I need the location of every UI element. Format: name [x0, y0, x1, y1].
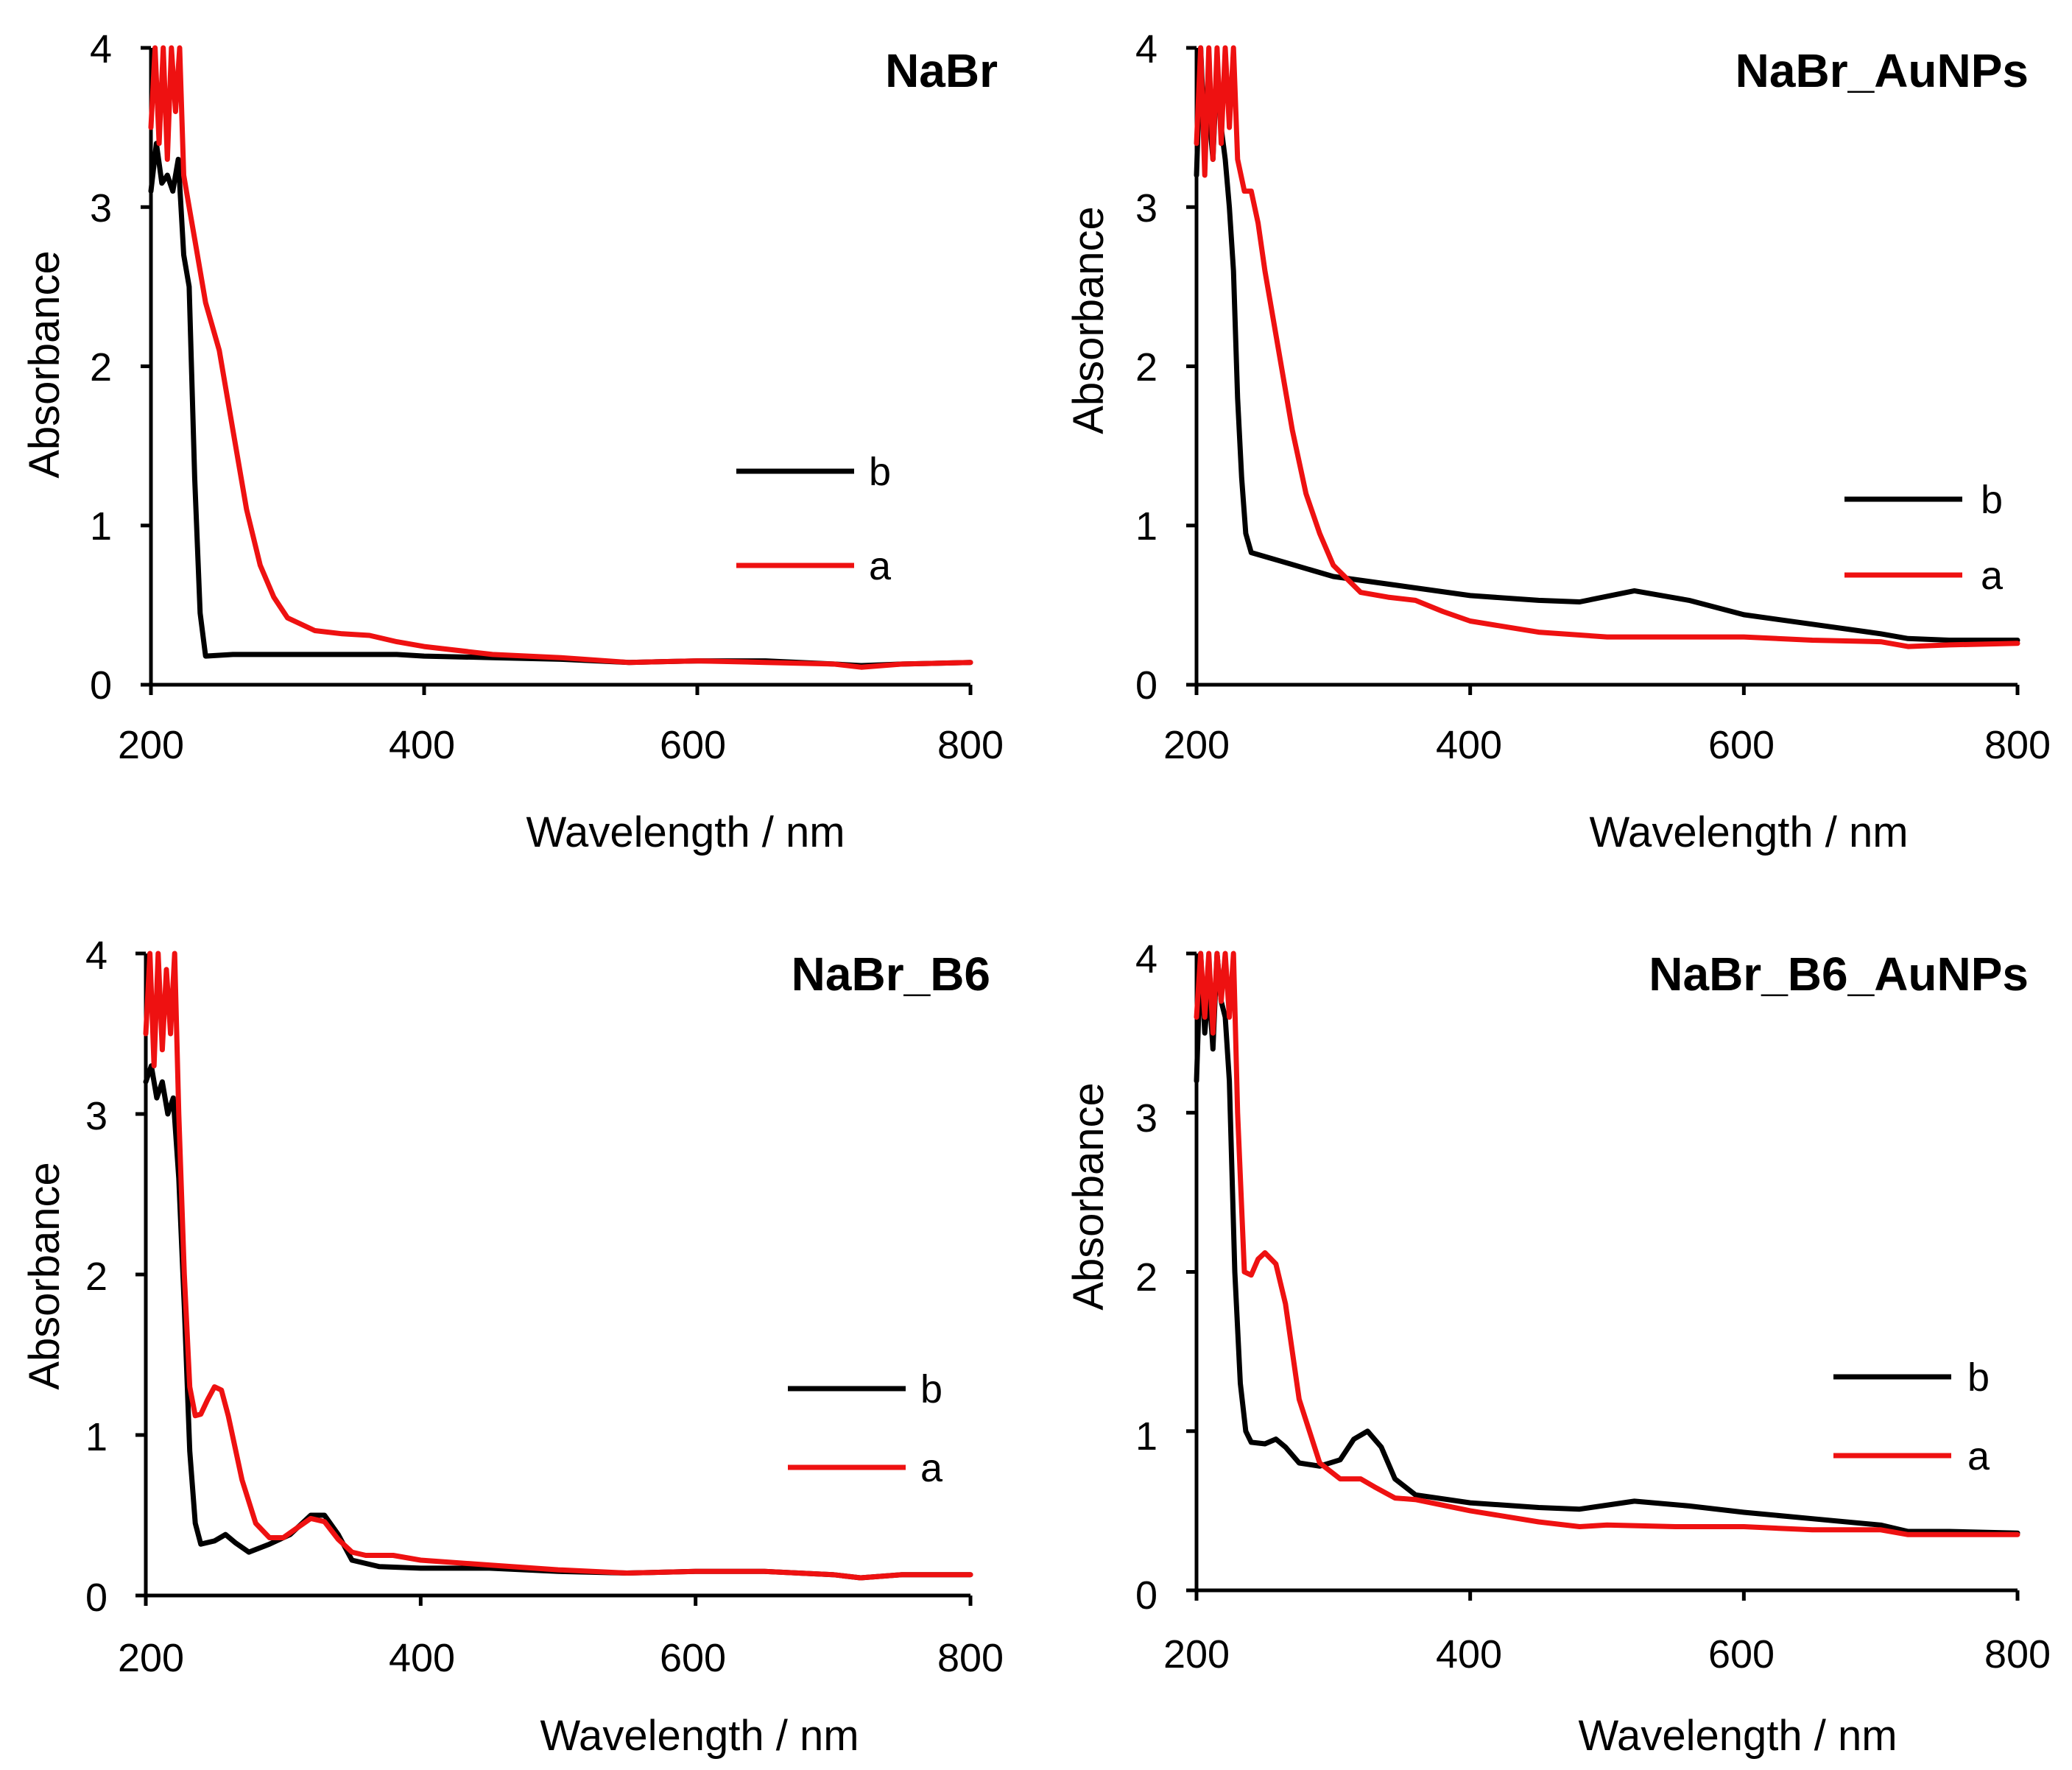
x-tick-label-3: 800: [937, 723, 1004, 767]
y-tick-label-2: 2: [85, 1255, 108, 1299]
series-line-a: [143, 951, 973, 1581]
x-tick-label-3: 800: [937, 1636, 1004, 1680]
y-tick-label-0: 0: [1135, 1573, 1157, 1618]
x-axis-label: Wavelength / nm: [1589, 808, 1908, 856]
x-tick-label-0: 200: [118, 1636, 184, 1680]
y-axis-label: Absorbance: [21, 1162, 68, 1390]
x-tick-label-1: 400: [389, 1636, 455, 1680]
legend-label-b: b: [1967, 1355, 1990, 1400]
y-axis-label: Absorbance: [1065, 1082, 1113, 1311]
series-group: [1194, 951, 2020, 1537]
x-tick-label-1: 400: [1436, 723, 1502, 767]
panel-title: NaBr: [885, 44, 998, 97]
legend-label-a: a: [1981, 554, 2004, 598]
panel-title: NaBr_B6_AuNPs: [1649, 948, 2029, 1001]
panel-title: NaBr_B6: [792, 948, 990, 1001]
axes: [141, 46, 973, 695]
y-tick-label-1: 1: [90, 504, 112, 549]
legend: b a: [1844, 478, 2004, 598]
series-line-a: [148, 45, 973, 670]
legend-label-b: b: [1981, 478, 2003, 522]
y-axis-label: Absorbance: [21, 250, 68, 479]
x-tick-label-3: 800: [1984, 1632, 2051, 1676]
x-tick-label-1: 400: [1436, 1632, 1502, 1676]
x-tick-label-2: 600: [1708, 1632, 1775, 1676]
y-tick-label-2: 2: [1135, 345, 1157, 389]
series-group: [1194, 45, 2020, 649]
x-tick-label-3: 800: [1984, 723, 2051, 767]
y-tick-label-3: 3: [1135, 1096, 1157, 1140]
axes: [135, 951, 973, 1606]
legend: b a: [736, 450, 892, 588]
x-tick-label-1: 400: [389, 723, 455, 767]
legend-label-b: b: [869, 450, 891, 494]
y-tick-label-3: 3: [90, 186, 112, 230]
y-tick-label-1: 1: [1135, 504, 1157, 549]
series-group: [143, 951, 973, 1581]
legend-label-a: a: [920, 1446, 943, 1490]
x-axis-label: Wavelength / nm: [540, 1712, 859, 1760]
x-axis-label: Wavelength / nm: [1578, 1712, 1897, 1760]
y-tick-label-4: 4: [1135, 937, 1157, 981]
y-tick-label-1: 1: [85, 1415, 108, 1459]
y-tick-label-2: 2: [90, 345, 112, 389]
legend-label-a: a: [1967, 1434, 1990, 1478]
x-tick-label-0: 200: [1163, 723, 1230, 767]
legend: b a: [788, 1367, 943, 1490]
series-line-b: [148, 141, 973, 669]
x-tick-label-2: 600: [660, 1636, 726, 1680]
series-line-b: [1194, 45, 2020, 643]
legend-label-b: b: [920, 1367, 942, 1411]
y-axis-label: Absorbance: [1065, 206, 1113, 434]
x-tick-label-0: 200: [118, 723, 184, 767]
series-line-a: [1194, 45, 2020, 649]
y-tick-label-0: 0: [85, 1576, 108, 1620]
x-axis-label: Wavelength / nm: [526, 808, 845, 856]
chart-panel-nabr-b6-aunps: NaBr_B6_AuNPs Wavelength / nm Absorbance…: [1065, 937, 2051, 1760]
legend: b a: [1833, 1355, 1990, 1478]
y-tick-label-4: 4: [85, 934, 108, 978]
series-line-b: [1194, 951, 2020, 1536]
y-tick-label-4: 4: [1135, 27, 1157, 71]
panel-title: NaBr_AuNPs: [1736, 44, 2029, 97]
y-tick-label-3: 3: [85, 1094, 108, 1138]
chart-panel-nabr: NaBr Wavelength / nm Absorbance 0 1 2 3 …: [21, 27, 1004, 856]
x-tick-label-2: 600: [1708, 723, 1775, 767]
series-line-a: [1194, 951, 2020, 1537]
y-tick-label-2: 2: [1135, 1255, 1157, 1300]
y-tick-label-0: 0: [90, 663, 112, 708]
series-group: [148, 45, 973, 670]
x-tick-label-2: 600: [660, 723, 726, 767]
y-tick-label-0: 0: [1135, 663, 1157, 708]
y-tick-label-1: 1: [1135, 1414, 1157, 1459]
y-tick-label-3: 3: [1135, 186, 1157, 230]
series-line-b: [143, 1063, 973, 1581]
legend-label-a: a: [869, 544, 892, 588]
y-tick-label-4: 4: [90, 27, 112, 71]
x-tick-label-0: 200: [1163, 1632, 1230, 1676]
chart-panel-nabr-b6: NaBr_B6 Wavelength / nm Absorbance 0 1 2…: [21, 934, 1004, 1760]
chart-panel-nabr-aunps: NaBr_AuNPs Wavelength / nm Absorbance 0 …: [1065, 27, 2051, 856]
